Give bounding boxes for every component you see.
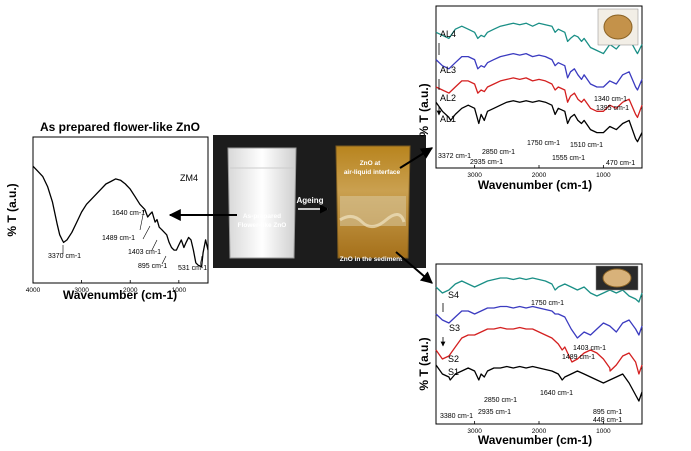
ann-1403-b: 1403 cm-1 xyxy=(573,345,606,352)
left-chart-title: As prepared flower-like ZnO xyxy=(40,120,200,134)
al4-label: AL4 xyxy=(440,29,456,39)
photo-label-asprepared-1: As-prepared xyxy=(243,213,281,220)
ann-448: 448 cm-1 xyxy=(593,417,622,424)
s1-label: S1 xyxy=(448,367,459,377)
x-tick-label-3000: 3000 xyxy=(467,172,482,179)
bottom-right-ftir-chart: % T (a.u.) Wavenumber (cm-1) 3000 2000 100… xyxy=(417,263,643,447)
photo-label-asprepared-2: Flower-like ZnO xyxy=(238,222,287,229)
ann-1750-b: 1750 cm-1 xyxy=(531,300,564,307)
s3-label: S3 xyxy=(449,323,460,333)
photo-label-ageing: Ageing xyxy=(296,196,323,205)
x-tick-label-3000: 3000 xyxy=(74,287,89,294)
s2-label: S2 xyxy=(448,354,459,364)
ann-3380: 3380 cm-1 xyxy=(440,413,473,420)
top-y-axis-label: % T (a.u.) xyxy=(417,83,431,136)
ann-3370: 3370 cm-1 xyxy=(48,253,81,260)
series-line-s2 xyxy=(435,326,643,375)
arrow-to-bottom-chart xyxy=(395,251,433,284)
ann-2935: 2935 cm-1 xyxy=(470,159,503,166)
x-tick-label-3000: 3000 xyxy=(467,428,482,435)
ann-531: 531 cm-1 xyxy=(178,265,207,272)
ann-1340: 1340 cm-1 xyxy=(594,96,627,103)
ann-1555: 1555 cm-1 xyxy=(552,155,585,162)
ann-1489: 1489 cm-1 xyxy=(102,235,135,242)
x-tick-label-2000: 2000 xyxy=(532,428,547,435)
ann-3372: 3372 cm-1 xyxy=(438,153,471,160)
series-line-s1 xyxy=(435,364,643,402)
al1-label: AL1 xyxy=(440,114,456,124)
al3-label: AL3 xyxy=(440,65,456,75)
series-line-al3 xyxy=(435,52,643,91)
top-right-ftir-chart: % T (a.u.) Wavenumber (cm-1) 3000 2000 100… xyxy=(417,5,643,192)
ann-1640: 1640 cm-1 xyxy=(112,210,145,217)
x-tick-label-1000: 1000 xyxy=(596,428,611,435)
left-x-axis-label: Wavenumber (cm-1) xyxy=(63,288,177,302)
photo-label-sediment: ZnO in the sediment xyxy=(340,256,403,263)
s4-label: S4 xyxy=(448,290,459,300)
top-x-axis-label: Wavenumber (cm-1) xyxy=(478,178,592,192)
ann-895-b: 895 cm-1 xyxy=(593,409,622,416)
ann-1395: 1395 cm-1 xyxy=(596,105,629,112)
beaker-photo: ZnO at air-liquid interface As-prepared … xyxy=(213,135,426,268)
bottom-y-axis-label: % T (a.u.) xyxy=(417,337,431,390)
x-tick-label-2000: 2000 xyxy=(123,287,138,294)
ann-895: 895 cm-1 xyxy=(138,263,167,270)
left-beaker xyxy=(227,147,297,259)
x-tick-label-4000: 4000 xyxy=(26,287,41,294)
x-tick-label-1000: 1000 xyxy=(596,172,611,179)
ann-2935-b: 2935 cm-1 xyxy=(478,409,511,416)
ann-1489-b: 1489 cm-1 xyxy=(562,354,595,361)
ann-1750: 1750 cm-1 xyxy=(527,140,560,147)
x-tick-label-2000: 2000 xyxy=(532,172,547,179)
series-line-zm4 xyxy=(32,165,209,268)
series-line-s3 xyxy=(435,305,643,339)
ann-2850-b: 2850 cm-1 xyxy=(484,397,517,404)
al2-label: AL2 xyxy=(440,93,456,103)
photo-label-interface-1: ZnO at xyxy=(360,160,381,167)
bottom-x-axis-label: Wavenumber (cm-1) xyxy=(478,433,592,447)
ann-2850: 2850 cm-1 xyxy=(482,149,515,156)
series-line-s4 xyxy=(435,277,643,303)
series-line-al1 xyxy=(435,100,643,143)
photo-label-interface-2: air-liquid interface xyxy=(344,169,401,176)
ann-1403: 1403 cm-1 xyxy=(128,249,161,256)
ann-1510: 1510 cm-1 xyxy=(570,142,603,149)
series-line-al2 xyxy=(435,77,643,119)
ann-1640-b: 1640 cm-1 xyxy=(540,390,573,397)
zm4-label: ZM4 xyxy=(180,173,198,183)
left-plot-frame xyxy=(32,136,209,284)
arrow-to-top-chart xyxy=(399,147,434,169)
series-line-al4 xyxy=(435,22,643,55)
ann-470: 470 cm-1 xyxy=(606,160,635,167)
x-tick-label-1000: 1000 xyxy=(172,287,187,294)
left-ftir-chart: As prepared flower-like ZnO % T (a.u.) W… xyxy=(5,120,209,302)
left-y-axis-label: % T (a.u.) xyxy=(5,183,19,236)
